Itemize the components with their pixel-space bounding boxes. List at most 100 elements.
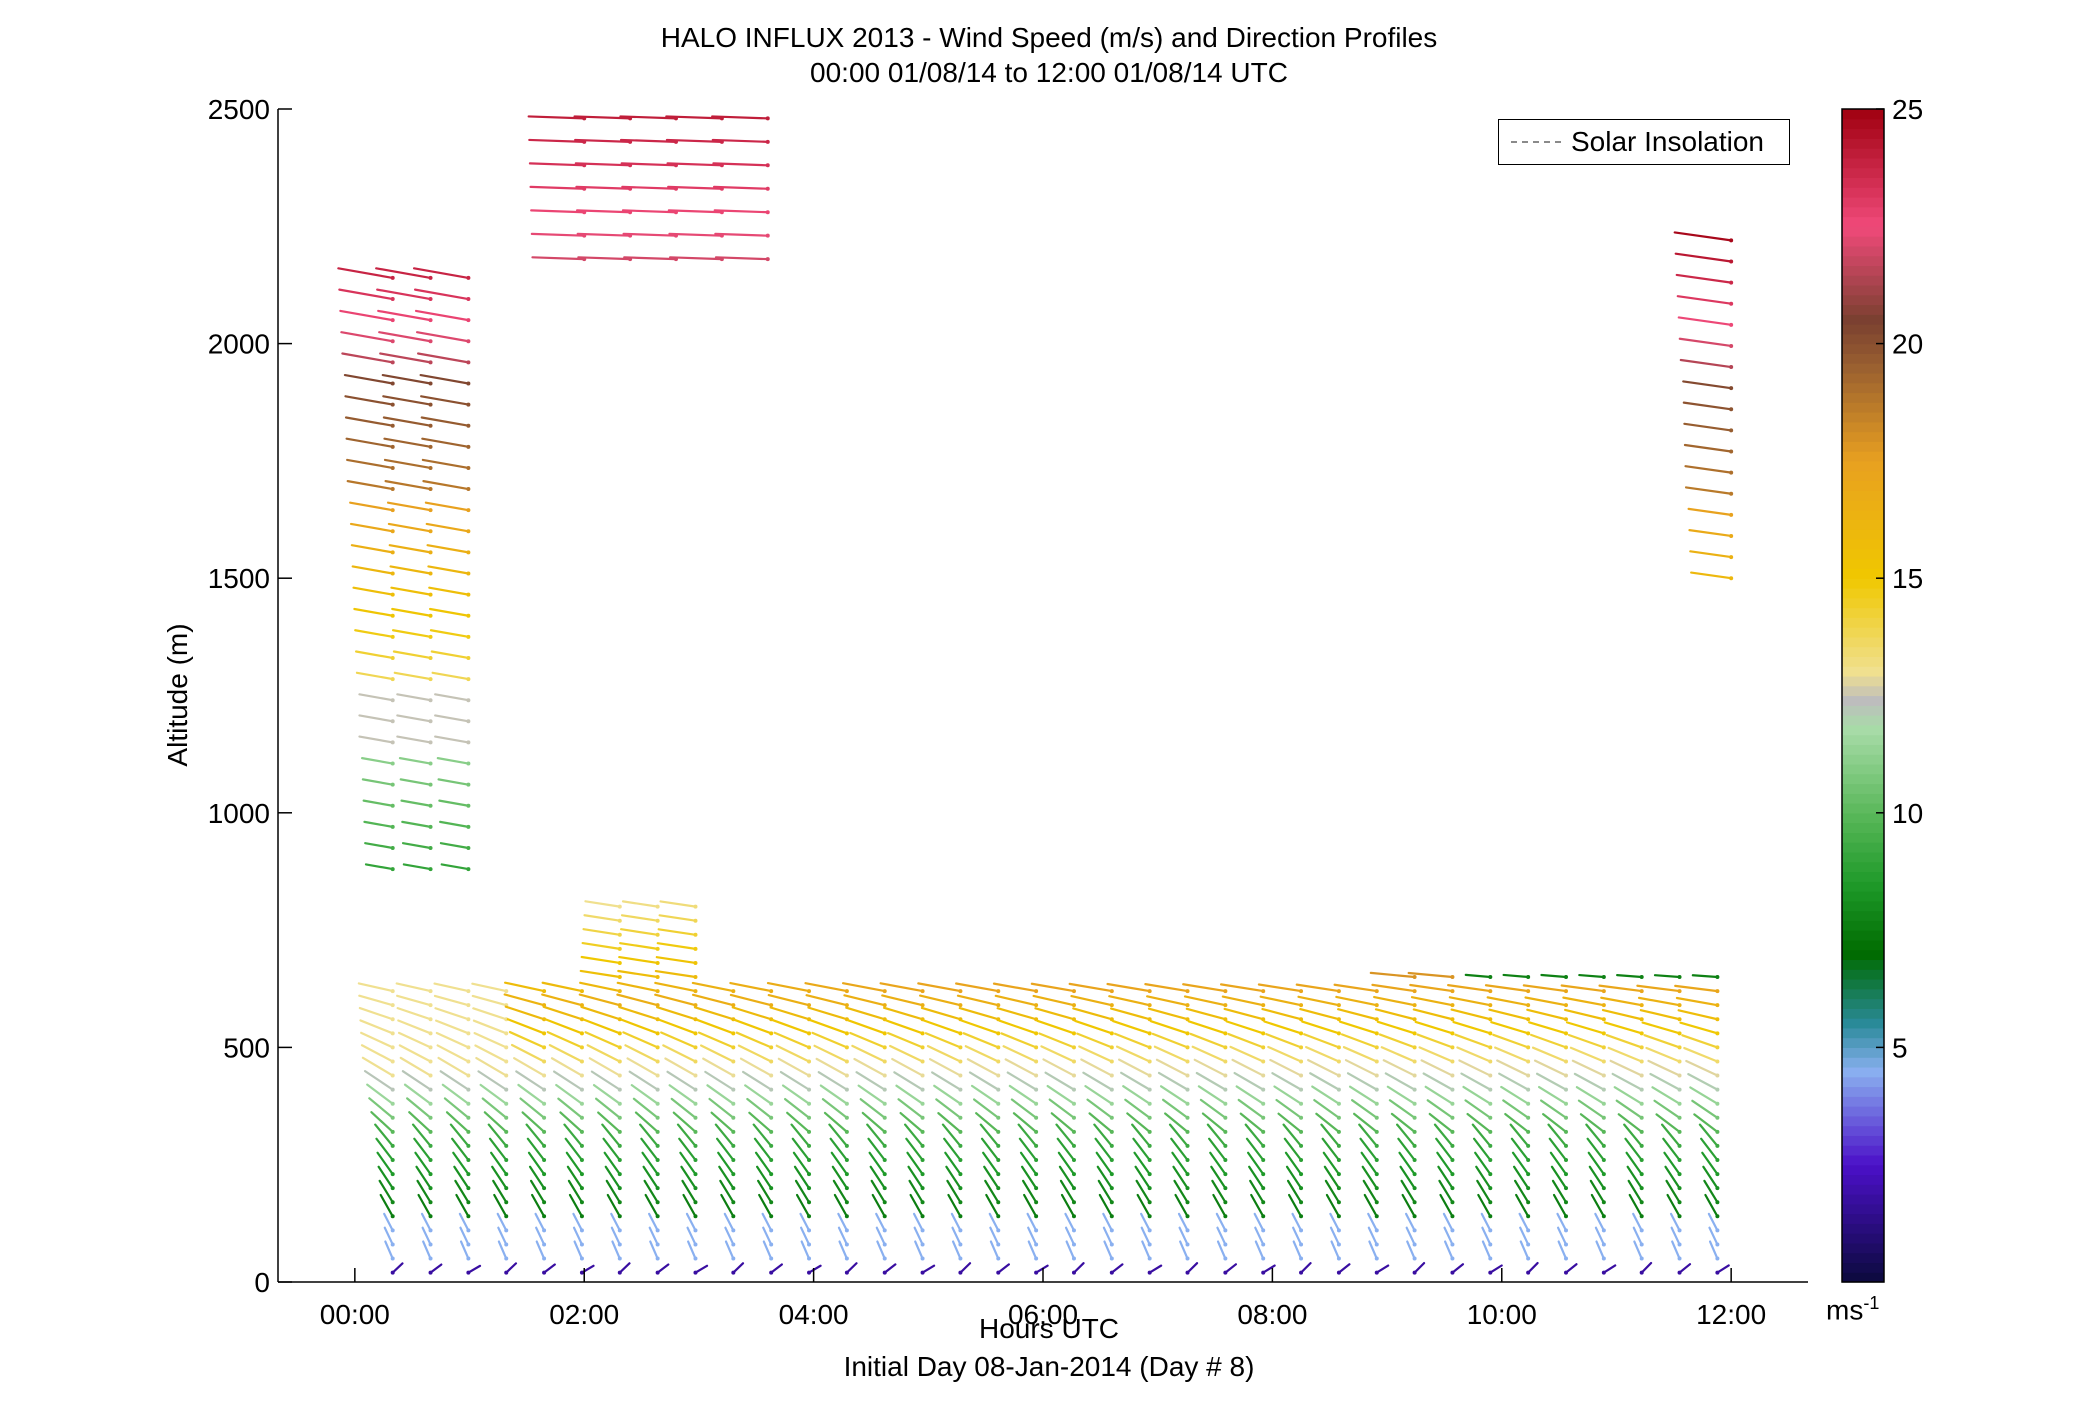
wind-barb-shaft: [851, 1044, 886, 1063]
wind-barb-head: [1336, 1256, 1341, 1261]
wind-barb-shaft: [355, 671, 394, 681]
wind-barb-head: [996, 1115, 1001, 1120]
wind-barb-head: [1223, 1270, 1228, 1275]
wind-barb: [364, 842, 395, 850]
wind-barb: [503, 993, 547, 1008]
wind-barb-head: [1412, 1059, 1417, 1064]
wind-barb: [737, 1044, 774, 1064]
colorbar-band: [1842, 597, 1884, 609]
wind-barb-head: [1299, 1270, 1304, 1275]
wind-barb-head: [1071, 1045, 1076, 1050]
wind-barb: [552, 1070, 584, 1092]
wind-barb-head: [1071, 1087, 1076, 1092]
wind-barb: [1346, 1072, 1379, 1092]
wind-barb-shaft: [807, 1006, 848, 1021]
wind-barb: [1594, 1212, 1606, 1233]
wind-barb-shaft: [1416, 1033, 1454, 1049]
wind-barb-head: [1185, 1228, 1190, 1233]
wind-barb-shaft: [1186, 1262, 1199, 1274]
wind-barb: [1609, 1059, 1644, 1078]
wind-barb: [1707, 1212, 1720, 1233]
wind-barb-shaft: [985, 1193, 1000, 1218]
wind-barb: [699, 1044, 736, 1064]
wind-barb: [670, 1097, 698, 1120]
wind-barb-head: [693, 960, 698, 965]
wind-barb-shaft: [941, 1123, 962, 1148]
wind-barb: [1681, 1034, 1720, 1050]
wind-barb-shaft: [790, 1123, 811, 1148]
wind-barb: [1140, 1212, 1152, 1233]
wind-barb-shaft: [605, 1179, 621, 1204]
wind-barb-shaft: [1017, 1123, 1038, 1148]
wind-barb-shaft: [1224, 1263, 1238, 1274]
wind-barb-shaft: [732, 1262, 745, 1274]
wind-barb-shaft: [454, 1179, 470, 1204]
wind-barb-shaft: [1237, 1098, 1265, 1119]
wind-barb: [1460, 1072, 1493, 1092]
wind-barb-shaft: [881, 994, 924, 1007]
wind-barb: [996, 1007, 1039, 1022]
wind-barb-shaft: [1275, 1098, 1303, 1119]
wind-barb-head: [693, 1059, 698, 1064]
wind-barb: [718, 1165, 736, 1191]
wind-barb-head: [1223, 1186, 1228, 1191]
wind-barb-head: [1677, 1115, 1682, 1120]
wind-barb-head: [579, 1228, 584, 1233]
wind-barb-head: [920, 1186, 925, 1191]
wind-barb-shaft: [1325, 1193, 1341, 1218]
colorbar-band: [1842, 284, 1884, 296]
wind-barb-shaft: [1564, 1008, 1605, 1021]
wind-barb-shaft: [1215, 1212, 1227, 1232]
wind-barb-shaft: [1486, 996, 1530, 1007]
wind-barb-head: [1677, 1087, 1682, 1092]
wind-barb-shaft: [449, 1123, 470, 1148]
wind-barb-head: [1715, 1172, 1720, 1177]
wind-barb: [1141, 1240, 1152, 1261]
wind-barb: [1351, 1099, 1379, 1120]
wind-barb-shaft: [1004, 1058, 1038, 1077]
wind-barb-shaft: [753, 1137, 773, 1162]
wind-barb: [605, 1179, 622, 1205]
x-tick-label: 06:00: [1008, 1299, 1078, 1330]
wind-barb: [711, 115, 770, 121]
wind-barb: [656, 1006, 698, 1022]
wind-barb: [602, 1137, 622, 1163]
wind-barb-head: [1526, 1256, 1531, 1261]
wind-barb-head: [504, 1087, 509, 1092]
wind-barb-shaft: [1072, 1007, 1113, 1021]
wind-barb: [1336, 1263, 1351, 1275]
wind-barb: [349, 501, 395, 513]
wind-barb-shaft: [1535, 1072, 1568, 1091]
wind-barb-shaft: [364, 842, 394, 850]
wind-barb: [1027, 1226, 1039, 1247]
wind-barb-shaft: [1688, 529, 1733, 538]
wind-barb-head: [466, 1031, 471, 1036]
wind-barb-shaft: [691, 981, 735, 993]
wind-barb: [396, 994, 433, 1008]
wind-barb-shaft: [658, 1018, 697, 1035]
wind-barb: [398, 757, 433, 766]
wind-barb: [830, 1151, 849, 1177]
wind-barb: [434, 693, 471, 703]
wind-barb: [1284, 1151, 1304, 1177]
wind-barb-shaft: [870, 1179, 886, 1204]
wind-barb-head: [542, 1115, 547, 1120]
wind-barb: [479, 1083, 509, 1106]
wind-barb-head: [1412, 1087, 1417, 1092]
wind-barb: [414, 1151, 433, 1177]
wind-barb-head: [1639, 1059, 1644, 1064]
wind-barb-shaft: [1030, 982, 1076, 993]
wind-barb: [891, 1057, 925, 1078]
wind-barb: [1108, 995, 1152, 1008]
wind-barb-shaft: [1632, 1212, 1643, 1232]
wind-barb-head: [996, 1087, 1001, 1092]
wind-barb: [595, 1097, 622, 1120]
wind-barb: [1390, 1112, 1417, 1134]
wind-barb-head: [807, 1242, 812, 1247]
wind-barb-head: [1563, 1228, 1568, 1233]
wind-barb-head: [1563, 1256, 1568, 1261]
wind-barb-shaft: [377, 309, 432, 322]
wind-barb-shaft: [867, 1137, 886, 1162]
wind-barb-head: [958, 1256, 963, 1261]
wind-barb-head: [1526, 1242, 1531, 1247]
